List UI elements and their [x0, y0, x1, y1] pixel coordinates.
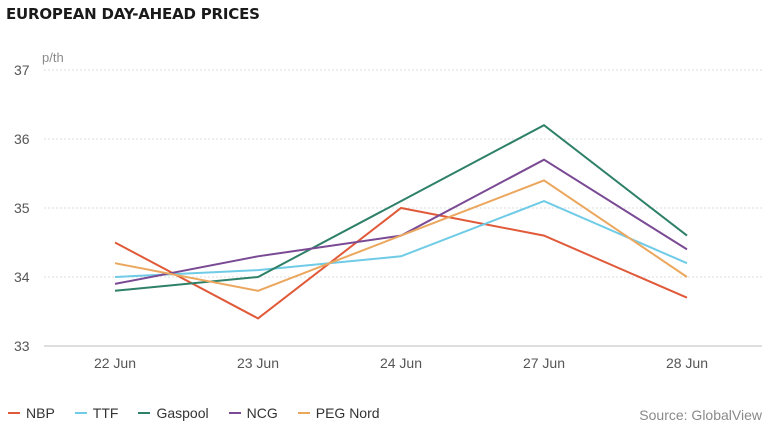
y-tick-label: 36 [14, 131, 30, 147]
legend-swatch [74, 412, 87, 414]
legend-label: NBP [26, 405, 55, 421]
x-tick-label: 27 Jun [523, 355, 565, 371]
legend-label: TTF [92, 405, 119, 421]
legend-swatch [8, 412, 20, 414]
y-tick-label: 34 [14, 269, 30, 285]
line-chart: 33 34 35 36 37 p/th 22 Jun 23 Jun 24 Jun 27 Jun 28… [14, 50, 762, 371]
y-tick-label: 33 [14, 338, 30, 354]
legend-label: NCG [246, 405, 278, 421]
x-tick-label: 28 Jun [666, 355, 708, 371]
y-tick-label: 35 [14, 200, 30, 216]
legend-label: Gaspool [156, 405, 209, 421]
legend: NBP TTF Gaspool NCG PEG Nord [8, 405, 400, 421]
source-note: Source: GlobalView [639, 407, 762, 423]
legend-swatch [228, 412, 241, 414]
y-tick-label: 37 [14, 62, 30, 78]
x-tick-label: 24 Jun [380, 355, 422, 371]
legend-item-nbp: NBP [8, 405, 55, 421]
y-axis-unit-label: p/th [42, 50, 64, 65]
series-line-nbp [114, 206, 688, 320]
series-line-ttf [114, 200, 688, 278]
legend-item-peg-nord: PEG Nord [297, 405, 380, 421]
x-tick-label: 22 Jun [94, 355, 136, 371]
series-line-peg-nord [114, 179, 688, 292]
legend-item-ttf: TTF [74, 405, 119, 421]
x-tick-label: 23 Jun [237, 355, 279, 371]
chart-title: EUROPEAN DAY-AHEAD PRICES [6, 5, 260, 23]
legend-item-gaspool: Gaspool [138, 405, 209, 421]
legend-swatch [297, 412, 310, 414]
legend-item-ncg: NCG [228, 405, 278, 421]
series-line-ncg [114, 158, 688, 285]
legend-swatch [138, 412, 151, 414]
legend-label: PEG Nord [315, 405, 380, 421]
